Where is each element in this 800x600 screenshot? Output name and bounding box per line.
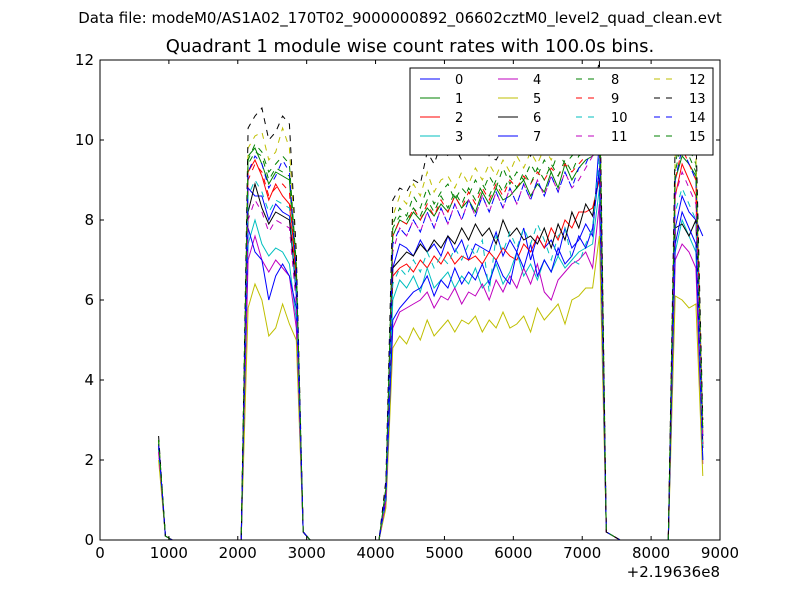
legend-label-11: 11 (611, 130, 628, 145)
x-tick-label: 1000 (150, 544, 188, 562)
legend-label-10: 10 (611, 111, 628, 126)
series-line-7 (158, 167, 704, 541)
chart-title: Quadrant 1 module wise count rates with … (165, 36, 655, 57)
series-line-15 (158, 91, 704, 541)
y-tick-label: 12 (75, 51, 94, 69)
x-tick-label: 3000 (288, 544, 326, 562)
series-line-0 (158, 139, 704, 541)
series-layer (158, 59, 704, 541)
legend-label-9: 9 (611, 92, 619, 107)
legend-label-0: 0 (455, 73, 463, 88)
x-tick-label: 6000 (494, 544, 532, 562)
y-tick-label: 0 (84, 531, 94, 549)
y-tick-label: 10 (75, 131, 94, 149)
legend-label-1: 1 (455, 92, 463, 107)
series-line-9 (158, 107, 704, 541)
y-tick-label: 2 (84, 451, 94, 469)
x-tick-label: 7000 (563, 544, 601, 562)
series-line-13 (158, 59, 704, 541)
x-tick-label: 2000 (219, 544, 257, 562)
series-line-2 (158, 158, 704, 541)
legend-label-8: 8 (611, 73, 619, 88)
figure-suptitle: Data file: modeM0/AS1A02_170T02_90000008… (78, 9, 722, 27)
legend-label-2: 2 (455, 111, 463, 126)
legend-box (409, 67, 714, 156)
x-tick-label: 0 (95, 544, 105, 562)
legend-label-7: 7 (533, 130, 541, 145)
legend-label-13: 13 (689, 92, 706, 107)
legend-label-15: 15 (689, 130, 706, 145)
y-tick-label: 4 (84, 371, 94, 389)
legend-label-12: 12 (689, 73, 706, 88)
series-line-6 (158, 171, 704, 541)
x-axis-offset-label: +2.19636e8 (627, 563, 720, 581)
y-tick-label: 6 (84, 291, 94, 309)
series-line-4 (158, 203, 704, 541)
x-tick-label: 4000 (356, 544, 394, 562)
axis-ticks: 0 1000 2000 3000 4000 5000 6000 7000 8000 9000 0 2 4… (75, 51, 739, 562)
x-tick-label: 5000 (425, 544, 463, 562)
legend-label-4: 4 (533, 73, 541, 88)
legend-label-14: 14 (689, 111, 706, 126)
x-tick-label: 8000 (632, 544, 670, 562)
series-line-11 (158, 123, 704, 541)
series-line-5 (158, 235, 704, 541)
legend-label-5: 5 (533, 92, 541, 107)
y-tick-label: 8 (84, 211, 94, 229)
x-tick-label: 9000 (701, 544, 739, 562)
legend-label-6: 6 (533, 111, 541, 126)
legend-label-3: 3 (455, 130, 463, 145)
series-line-3 (158, 187, 704, 541)
series-line-10 (158, 155, 704, 541)
series-line-14 (158, 103, 704, 541)
